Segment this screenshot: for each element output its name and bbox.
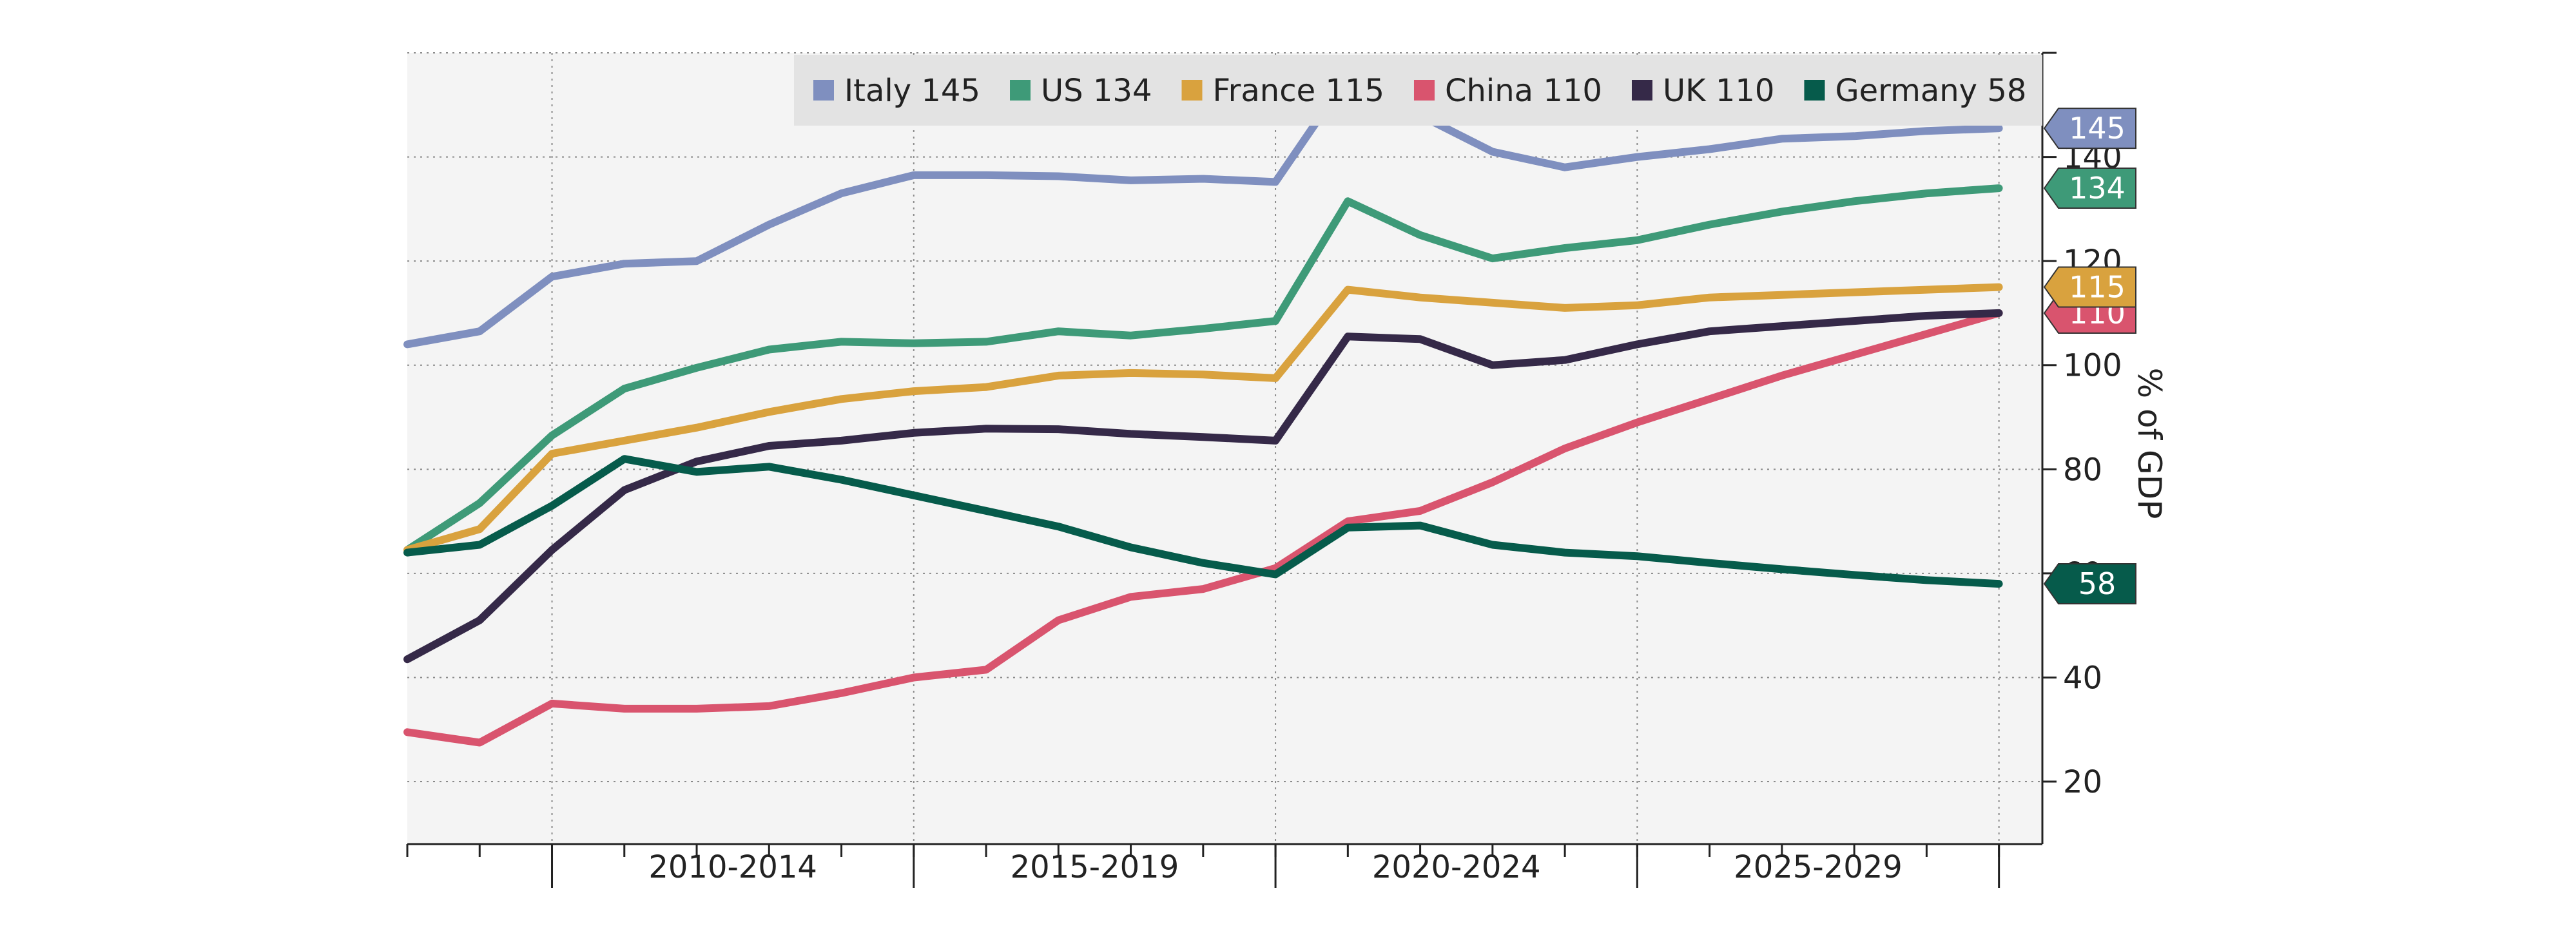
legend: Italy 145 US 134 France 115 China 110 UK 110… [794, 55, 2042, 126]
legend-swatch-france [1181, 80, 1203, 101]
legend-label-italy: Italy 145 [844, 73, 980, 109]
legend-label-us: US 134 [1041, 73, 1152, 109]
legend-label-uk: UK 110 [1663, 73, 1774, 109]
legend-label-china: China 110 [1445, 73, 1602, 109]
legend-swatch-italy [813, 80, 834, 101]
end-label-box-germany [2043, 563, 2136, 605]
legend-label-france: France 115 [1213, 73, 1384, 109]
series-line-china [403, 309, 2003, 747]
series-lines [403, 72, 2003, 747]
end-label-italy: 145 [2069, 111, 2126, 146]
end-label-box-italy [2043, 108, 2136, 149]
x-period-label-2025-2029: 2025-2029 [1734, 849, 1903, 885]
legend-swatch-us [1010, 80, 1031, 101]
end-label-box-us [2043, 168, 2136, 209]
y-axis-label: % of GDP [2131, 368, 2168, 519]
y-axis-ticks: 20406080100120140 [2042, 52, 2122, 800]
x-period-label-2010-2014: 2010-2014 [648, 849, 817, 885]
series-line-italy [403, 72, 2003, 349]
legend-swatch-germany [1804, 80, 1825, 101]
end-label-us: 134 [2069, 171, 2126, 206]
plot-background [407, 53, 2042, 844]
end-label-france: 115 [2069, 270, 2126, 305]
y-tick-label-40: 40 [2063, 660, 2102, 696]
y-tick-label-80: 80 [2063, 452, 2102, 488]
end-label-germany: 58 [2078, 566, 2116, 601]
series-line-us [403, 184, 2003, 554]
end-label-box-france [2043, 266, 2136, 308]
legend-swatch-china [1413, 80, 1435, 101]
y-tick-label-100: 100 [2063, 348, 2122, 384]
legend-label-germany: Germany 58 [1835, 73, 2026, 109]
x-period-label-2015-2019: 2015-2019 [1011, 849, 1179, 885]
x-axis-ticks: 2010-2014 2015-2019 2020-2024 2025-2029 [406, 844, 2000, 888]
series-line-france [403, 283, 2003, 554]
x-period-label-2020-2024: 2020-2024 [1372, 849, 1541, 885]
y-tick-label-20: 20 [2063, 764, 2102, 800]
legend-swatch-uk [1631, 80, 1652, 101]
series-line-germany [403, 455, 2003, 588]
